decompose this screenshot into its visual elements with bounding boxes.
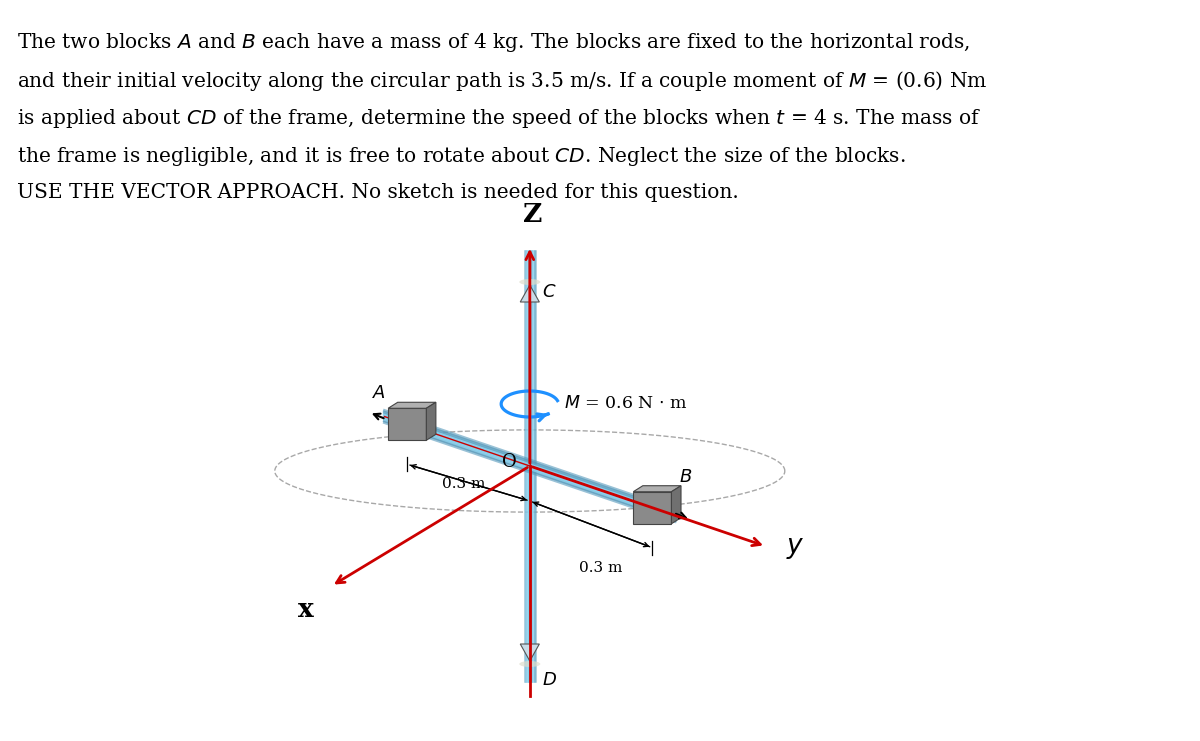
Text: The two blocks $A$ and $B$ each have a mass of 4 kg. The blocks are fixed to the: The two blocks $A$ and $B$ each have a m… xyxy=(17,31,971,54)
Polygon shape xyxy=(388,402,436,408)
Text: $B$: $B$ xyxy=(679,468,692,485)
Text: $D$: $D$ xyxy=(542,671,557,689)
Text: USE THE VECTOR APPROACH. No sketch is needed for this question.: USE THE VECTOR APPROACH. No sketch is ne… xyxy=(17,183,739,202)
Polygon shape xyxy=(388,408,426,440)
Text: and their initial velocity along the circular path is 3.5 m/s. If a couple momen: and their initial velocity along the cir… xyxy=(17,69,988,93)
Polygon shape xyxy=(634,492,672,524)
Text: is applied about $CD$ of the frame, determine the speed of the blocks when $t$ =: is applied about $CD$ of the frame, dete… xyxy=(17,107,982,130)
Text: $y$: $y$ xyxy=(786,536,805,560)
Text: the frame is negligible, and it is free to rotate about $CD$. Neglect the size o: the frame is negligible, and it is free … xyxy=(17,145,906,168)
Text: Z: Z xyxy=(523,202,542,227)
Text: 0.3 m: 0.3 m xyxy=(578,561,623,575)
Text: $C$: $C$ xyxy=(542,283,557,301)
Text: O: O xyxy=(502,453,516,471)
Ellipse shape xyxy=(520,279,540,285)
Polygon shape xyxy=(521,285,539,302)
Polygon shape xyxy=(521,644,539,661)
Polygon shape xyxy=(634,485,682,492)
Text: $M$ = 0.6 N $\cdot$ m: $M$ = 0.6 N $\cdot$ m xyxy=(564,394,688,411)
Polygon shape xyxy=(426,402,436,440)
Text: 0.3 m: 0.3 m xyxy=(442,477,486,491)
Ellipse shape xyxy=(520,661,540,667)
Polygon shape xyxy=(672,485,682,524)
Text: $A$: $A$ xyxy=(372,385,385,402)
Text: x: x xyxy=(298,597,314,622)
